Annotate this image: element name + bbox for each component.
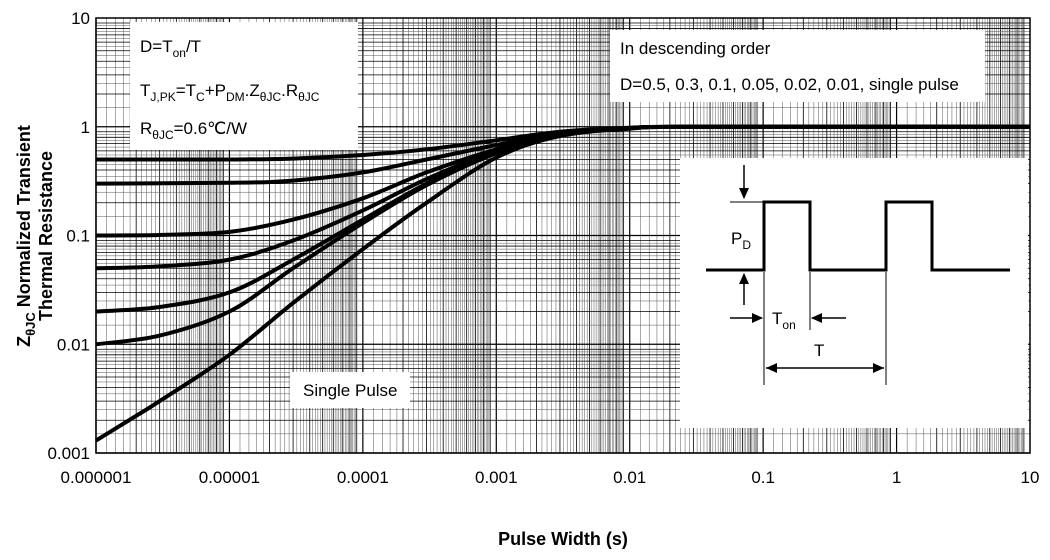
pd-arrowhead-top: [739, 188, 749, 199]
x-tick-label: 0.001: [475, 468, 518, 487]
pulse-inset: PD Ton T: [680, 158, 1028, 428]
formula-box: D=Ton/T TJ,PK=TC+PDM.ZθJC.RθJC RθJC=0.6℃…: [130, 22, 358, 150]
y-tick-labels: 0.001 0.01 0.1 1 10: [47, 9, 90, 463]
pulse-waveform: [706, 200, 1010, 272]
x-tick-label: 1: [892, 468, 901, 487]
formula-duty: D=Ton/T: [140, 37, 201, 60]
order-box: In descending order D=0.5, 0.3, 0.1, 0.0…: [610, 30, 985, 102]
x-tick-label: 0.01: [613, 468, 646, 487]
x-tick-label: 10: [1021, 468, 1040, 487]
t-arrowhead-right: [873, 363, 884, 373]
y-tick-label: 0.01: [57, 335, 90, 354]
plot-frame: [95, 17, 1031, 454]
x-tick-label: 0.0001: [337, 468, 389, 487]
t-label: T: [814, 341, 824, 360]
x-tick-label: 0.000001: [61, 468, 132, 487]
y-axis-label: ZθJC Normalized Transient Thermal Resist…: [14, 125, 56, 347]
y-tick-label: 0.1: [66, 227, 90, 246]
y-tick-label: 10: [71, 9, 90, 28]
x-tick-label: 0.00001: [199, 468, 260, 487]
formula-tjpk: TJ,PK=TC+PDM.ZθJC.RθJC: [140, 81, 320, 104]
y-tick-label: 0.001: [47, 444, 90, 463]
x-axis-label: Pulse Width (s): [498, 529, 628, 549]
pd-arrowhead-bottom: [739, 273, 749, 284]
y-axis-label-line2: Thermal Resistance: [36, 151, 56, 321]
order-title: In descending order: [620, 39, 771, 58]
y-axis-label-line1: ZθJC Normalized Transient: [14, 125, 38, 347]
t-arrowhead-left: [766, 363, 777, 373]
single-pulse-label: Single Pulse: [303, 381, 398, 400]
ton-arrowhead-left: [752, 313, 763, 323]
x-tick-labels: 0.000001 0.00001 0.0001 0.001 0.01 0.1 1 10: [61, 468, 1040, 487]
x-tick-label: 0.1: [751, 468, 775, 487]
single-pulse-label-box: Single Pulse: [290, 372, 410, 408]
series-line-7: [94, 124, 1031, 443]
ton-arrowhead-right: [811, 313, 822, 323]
y-tick-label: 1: [81, 118, 90, 137]
order-list: D=0.5, 0.3, 0.1, 0.05, 0.02, 0.01, singl…: [620, 75, 959, 94]
series-lines: [94, 124, 1031, 443]
